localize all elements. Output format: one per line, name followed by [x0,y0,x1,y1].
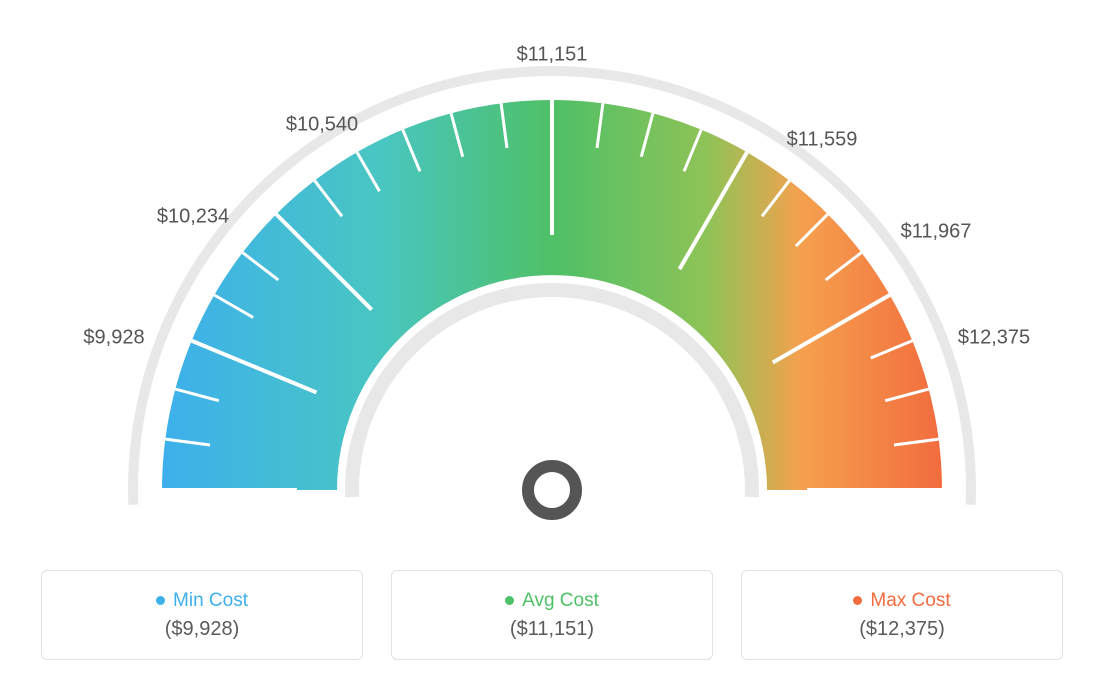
dot-icon [156,596,165,605]
gauge-svg [52,20,1052,560]
gauge-tick-label: $11,559 [787,129,858,152]
legend-value: ($9,928) [165,618,240,641]
gauge-tick-label: $12,375 [958,327,1030,350]
legend-label: Avg Cost [522,590,599,612]
gauge-tick-label: $10,234 [157,206,229,229]
dot-icon [853,596,862,605]
gauge-tick-label: $11,967 [901,221,972,244]
legend-card-avg: Avg Cost ($11,151) [391,570,713,660]
gauge-tick-label: $10,540 [286,114,358,137]
gauge-tick-label: $9,928 [83,327,144,350]
legend-title-max: Max Cost [853,590,950,612]
legend-label: Min Cost [173,590,248,612]
dot-icon [505,596,514,605]
legend-row: Min Cost ($9,928) Avg Cost ($11,151) Max… [41,570,1063,660]
legend-card-min: Min Cost ($9,928) [41,570,363,660]
gauge-tick-label: $11,151 [517,44,588,67]
legend-value: ($12,375) [859,618,945,641]
legend-title-avg: Avg Cost [505,590,599,612]
legend-title-min: Min Cost [156,590,248,612]
legend-card-max: Max Cost ($12,375) [741,570,1063,660]
legend-value: ($11,151) [510,618,594,641]
gauge-chart: $9,928 $10,234 $10,540 $11,151 $11,559 $11,96… [52,20,1052,560]
legend-label: Max Cost [870,590,950,612]
